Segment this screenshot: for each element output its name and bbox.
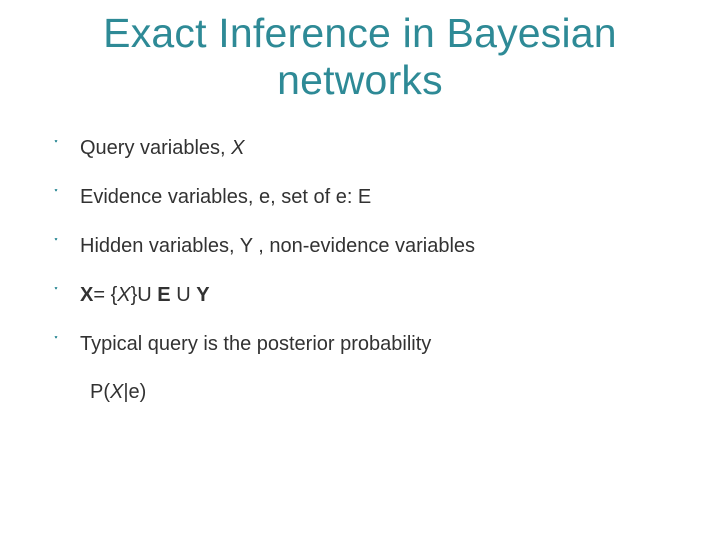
sub-text: |e): [123, 381, 146, 403]
slide: Exact Inference in Bayesian networks ་ Q…: [0, 0, 720, 540]
swirl-icon: ་: [54, 285, 58, 304]
eq-text: U: [171, 284, 197, 306]
swirl-icon: ་: [54, 187, 58, 206]
sub-italic: X: [110, 381, 123, 403]
bullet-item: ་ Typical query is the posterior probabi…: [54, 332, 672, 357]
bullet-text: Hidden variables, Y , non-evidence varia…: [80, 235, 475, 257]
bullet-list: ་ Query variables, X ་ Evidence variable…: [48, 136, 672, 357]
eq-bold: Y: [196, 284, 209, 306]
swirl-icon: ་: [54, 138, 58, 157]
bullet-text: Evidence variables, e, set of e: E: [80, 186, 371, 208]
bullet-item: ་ X= {X}U E U Y: [54, 283, 672, 308]
sub-line: P(X|e): [48, 381, 672, 404]
eq-text: }U: [131, 284, 158, 306]
bullet-text-italic: X: [231, 137, 244, 159]
swirl-icon: ་: [54, 334, 58, 353]
sub-text: P(: [90, 381, 110, 403]
bullet-text: Query variables,: [80, 137, 231, 159]
title-line-1: Exact Inference in Bayesian: [103, 10, 617, 56]
eq-italic: X: [117, 284, 130, 306]
title-line-2: networks: [277, 57, 443, 103]
bullet-item: ་ Hidden variables, Y , non-evidence var…: [54, 234, 672, 259]
bullet-text: Typical query is the posterior probabili…: [80, 333, 431, 355]
bullet-item: ་ Evidence variables, e, set of e: E: [54, 185, 672, 210]
bullet-item: ་ Query variables, X: [54, 136, 672, 161]
slide-title: Exact Inference in Bayesian networks: [48, 10, 672, 104]
eq-bold: E: [157, 284, 170, 306]
eq-lhs: X: [80, 284, 93, 306]
swirl-icon: ་: [54, 236, 58, 255]
eq-text: = {: [93, 284, 117, 306]
